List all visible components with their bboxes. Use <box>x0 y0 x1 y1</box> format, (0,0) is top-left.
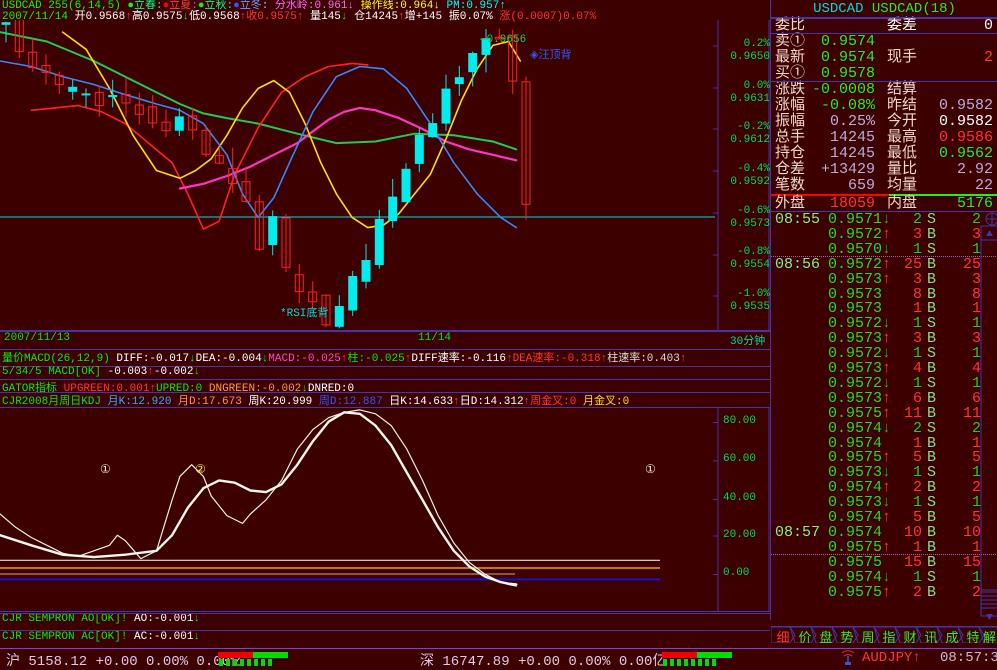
svg-text:①: ① <box>100 463 111 477</box>
svg-text:①: ① <box>645 463 656 477</box>
svg-text:◈汪顶背: ◈汪顶背 <box>530 47 571 62</box>
svg-text:*RSI底背: *RSI底背 <box>280 305 328 320</box>
svg-text:②: ② <box>195 463 206 477</box>
svg-text:—0.9656: —0.9656 <box>479 34 526 46</box>
